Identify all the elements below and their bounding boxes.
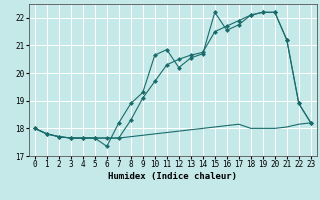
X-axis label: Humidex (Indice chaleur): Humidex (Indice chaleur) (108, 172, 237, 181)
